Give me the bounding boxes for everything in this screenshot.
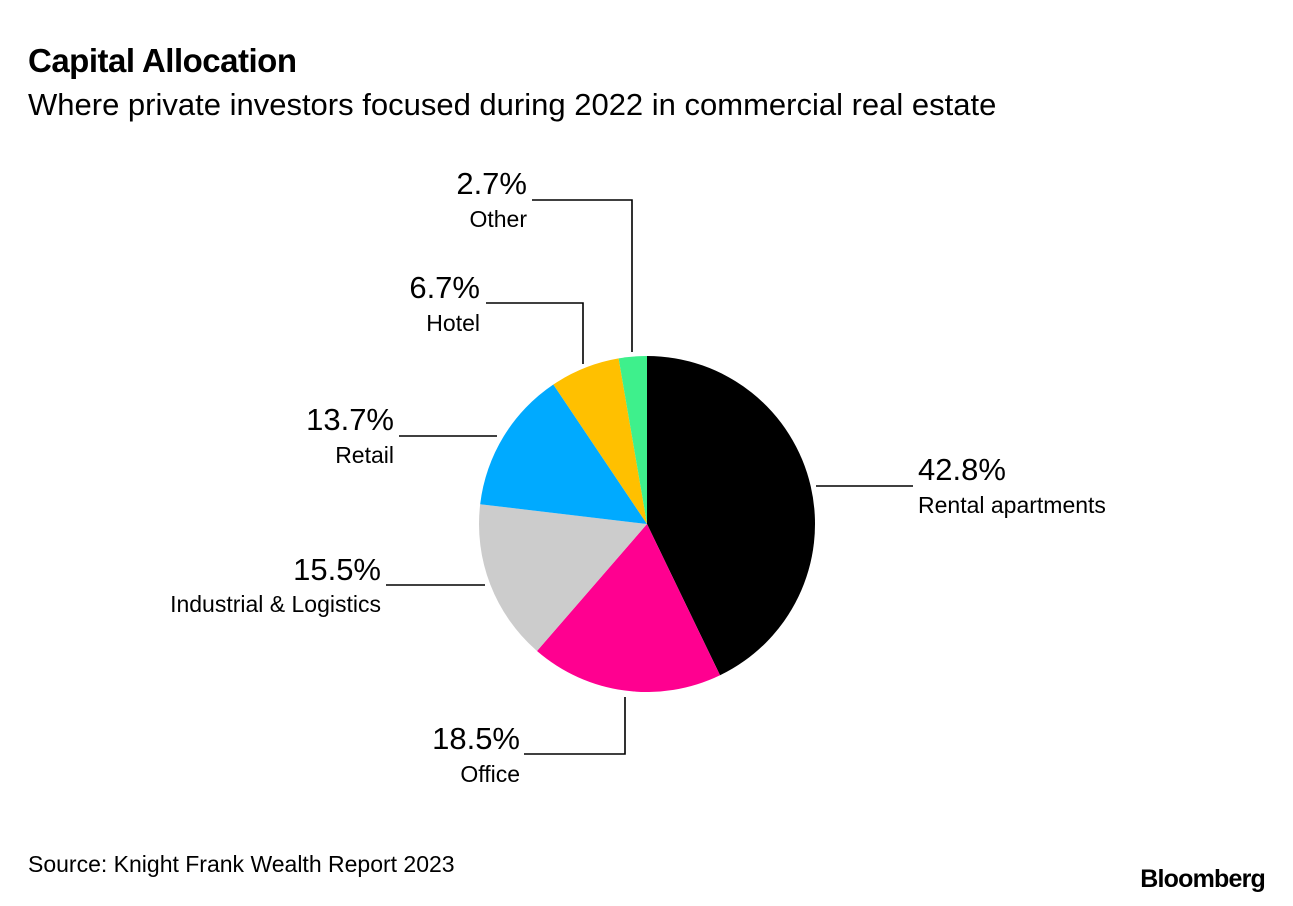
value-label-industrial-logistics: 15.5% (293, 552, 381, 587)
label-other: 2.7% Other (456, 166, 527, 232)
chart-subtitle: Where private investors focused during 2… (28, 87, 997, 122)
value-label-office: 18.5% (432, 721, 520, 756)
bloomberg-logo: Bloomberg (1140, 865, 1266, 893)
value-label-other: 2.7% (456, 166, 527, 201)
pie-slices (479, 356, 816, 693)
category-label-office: Office (460, 761, 520, 787)
category-label-retail: Retail (335, 442, 394, 468)
label-industrial-logistics: 15.5% Industrial & Logistics (170, 552, 381, 617)
source-note: Source: Knight Frank Wealth Report 2023 (28, 851, 455, 877)
data-labels: 42.8% Rental apartments 18.5% Office 15.… (170, 166, 1106, 787)
category-label-other: Other (469, 206, 527, 232)
slice-rental-apartments (647, 356, 816, 676)
category-label-industrial-logistics: Industrial & Logistics (170, 591, 381, 617)
label-hotel: 6.7% Hotel (409, 270, 480, 336)
slice-retail (480, 384, 647, 524)
slice-other (618, 356, 647, 524)
slice-office (537, 524, 721, 693)
category-label-hotel: Hotel (426, 310, 480, 336)
slice-industrial-logistics (479, 504, 647, 651)
value-label-retail: 13.7% (306, 402, 394, 437)
slice-hotel (553, 358, 647, 524)
leader-line-other (532, 199, 633, 352)
value-label-rental-apartments: 42.8% (918, 452, 1006, 487)
label-rental-apartments: 42.8% Rental apartments (918, 452, 1106, 518)
chart-title: Capital Allocation (28, 42, 297, 79)
value-label-hotel: 6.7% (409, 270, 480, 305)
label-retail: 13.7% Retail (306, 402, 394, 468)
leader-line-office (524, 697, 626, 755)
leader-lines (386, 199, 913, 755)
label-office: 18.5% Office (432, 721, 520, 787)
category-label-rental-apartments: Rental apartments (918, 492, 1106, 518)
leader-line-hotel (486, 302, 584, 364)
